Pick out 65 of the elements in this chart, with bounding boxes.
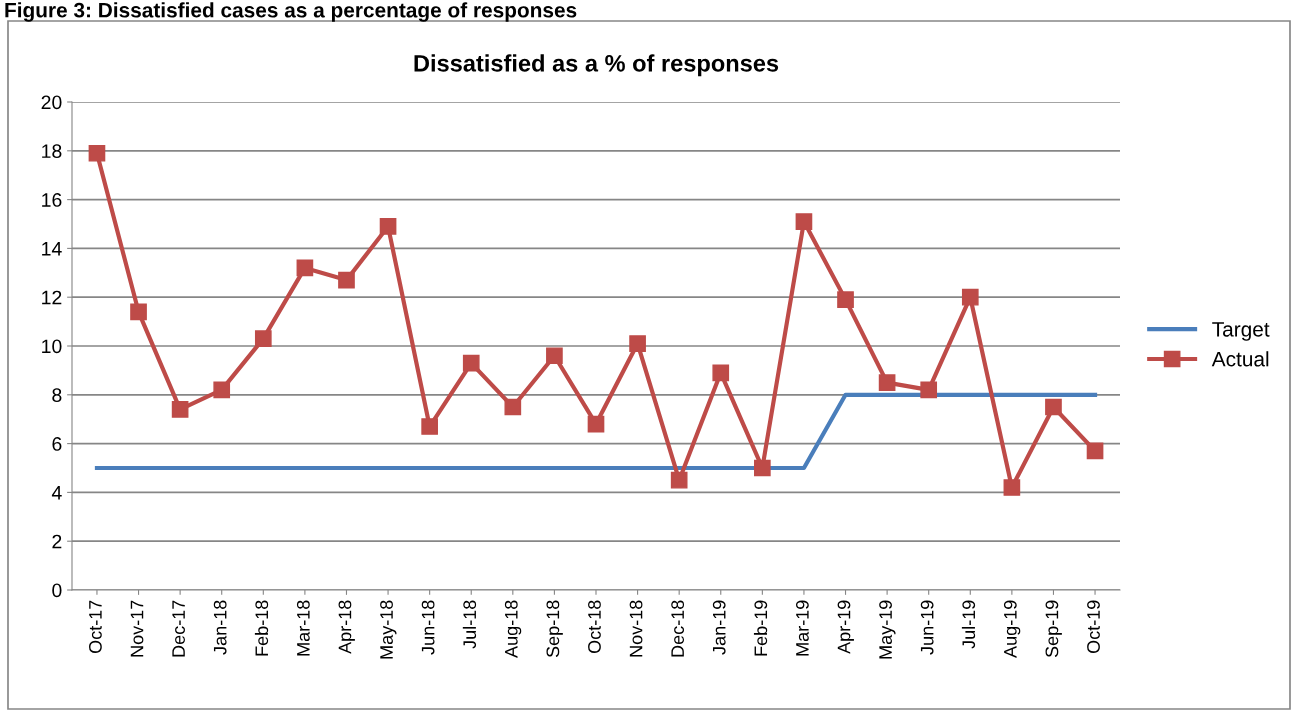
point xyxy=(754,459,771,477)
x-tick-label: May-18 xyxy=(380,600,397,659)
y-tick-label: 6 xyxy=(52,437,62,451)
x-tick-label: Jun-19 xyxy=(920,600,934,655)
point xyxy=(130,303,147,321)
x-tick-label: Apr-18 xyxy=(338,600,355,654)
x-tick-label: Nov-18 xyxy=(629,600,643,657)
point xyxy=(1045,398,1062,416)
y-tick-label: 20 xyxy=(41,95,62,110)
x-tick-label: Mar-18 xyxy=(296,600,310,656)
x-tick-label: Oct-17 xyxy=(89,600,102,654)
point xyxy=(504,398,522,416)
point xyxy=(920,381,938,399)
x-tick-label: Sep-19 xyxy=(1045,600,1062,658)
x-tick-label: Aug-18 xyxy=(504,600,522,658)
point xyxy=(254,330,272,348)
x-tick-label: Jan-19 xyxy=(712,600,726,655)
point xyxy=(171,401,189,418)
point xyxy=(1086,442,1104,460)
x-tick-label: Oct-18 xyxy=(588,600,601,654)
point xyxy=(712,364,730,382)
legend-label: Target xyxy=(1212,322,1270,341)
x-tick-label: Aug-19 xyxy=(1003,600,1021,658)
point xyxy=(587,415,605,433)
x-tick-label: Apr-19 xyxy=(837,600,854,654)
point xyxy=(837,291,854,308)
point xyxy=(88,144,106,162)
point xyxy=(338,271,355,289)
y-tick-label: 10 xyxy=(42,339,62,354)
point xyxy=(961,288,979,306)
point xyxy=(670,471,688,489)
point xyxy=(629,335,646,352)
point xyxy=(546,347,563,365)
point xyxy=(795,213,813,230)
x-tick-label: Jul-19 xyxy=(961,600,976,649)
point xyxy=(1003,479,1021,496)
x-tick-label: Feb-19 xyxy=(753,600,768,656)
chart-title: Dissatisfied as a % of responses xyxy=(414,54,779,77)
point xyxy=(379,218,397,235)
y-tick-label: 14 xyxy=(42,242,62,256)
x-tick-label: Oct-19 xyxy=(1087,600,1100,654)
x-tick-label: Dec-17 xyxy=(172,600,185,657)
point xyxy=(296,259,314,277)
point xyxy=(462,354,480,372)
x-tick-label: Jul-18 xyxy=(462,600,477,649)
y-tick-label: 2 xyxy=(52,534,62,549)
x-tick-label: Sep-18 xyxy=(546,600,563,658)
x-tick-label: Nov-17 xyxy=(130,600,144,657)
y-tick-label: 16 xyxy=(42,193,62,207)
y-tick-label: 8 xyxy=(52,388,62,403)
legend-label: Actual xyxy=(1211,351,1269,367)
y-tick-label: 12 xyxy=(42,290,62,305)
point xyxy=(878,374,896,391)
y-tick-label: 18 xyxy=(42,144,62,159)
y-tick-label: 4 xyxy=(51,486,62,500)
y-tick-label: 0 xyxy=(52,583,62,598)
x-tick-label: Mar-19 xyxy=(796,600,809,656)
x-tick-label: Feb-18 xyxy=(254,600,269,656)
x-tick-label: Dec-18 xyxy=(671,600,685,657)
x-tick-label: Jan-18 xyxy=(213,600,227,655)
caption: Figure 3: Dissatisfied cases as a percentage of responses xyxy=(5,2,577,22)
point xyxy=(421,418,438,435)
point xyxy=(213,381,231,399)
x-tick-label: Jun-18 xyxy=(421,600,435,655)
x-tick-label: May-19 xyxy=(879,600,896,659)
